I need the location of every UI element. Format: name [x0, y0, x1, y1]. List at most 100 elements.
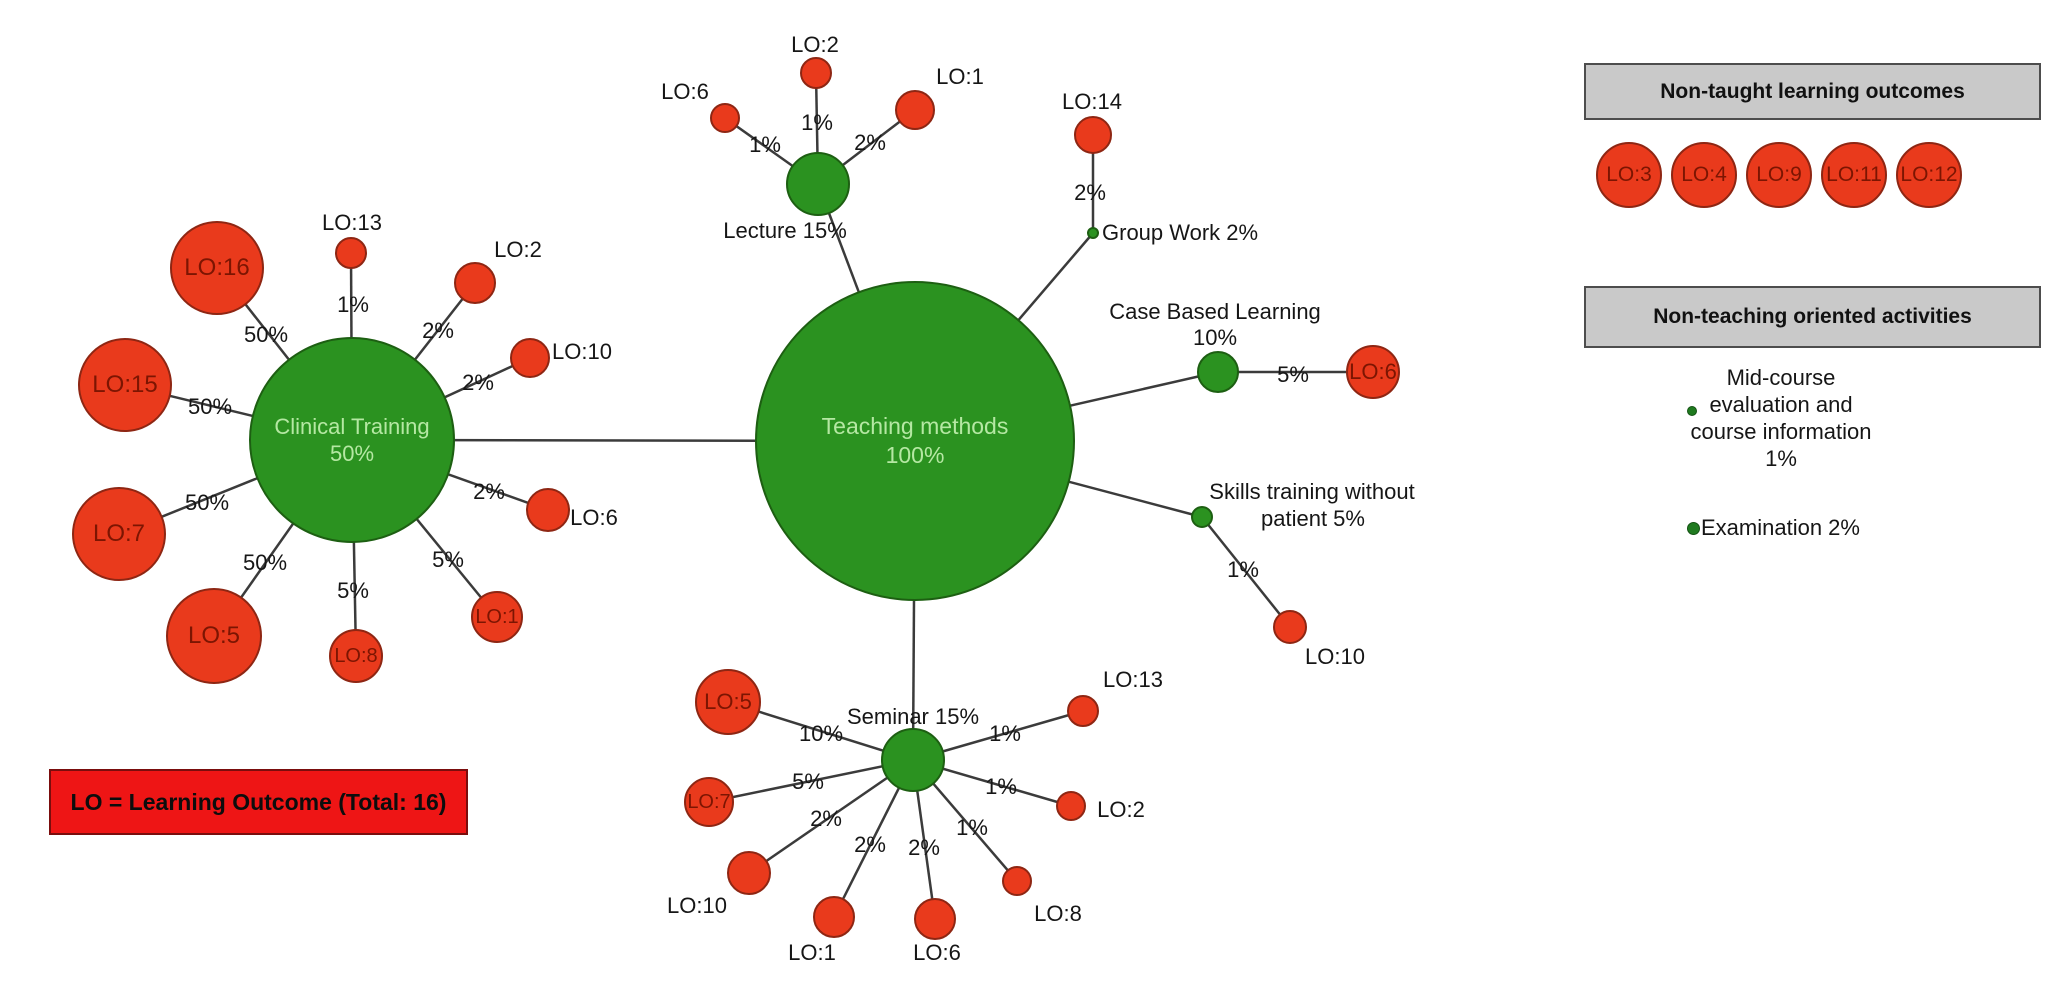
node-clinical-lo6: [526, 488, 570, 532]
text-label: 2%: [854, 130, 886, 155]
text-label: 1%: [989, 721, 1021, 746]
node-clinical-lo13: [335, 237, 367, 269]
legend-box: LO = Learning Outcome (Total: 16): [49, 769, 468, 835]
text-label: 1%: [985, 774, 1017, 799]
node-label: LO:8: [334, 644, 378, 667]
edge: [708, 758, 914, 804]
mid-course-dot: [1687, 406, 1697, 416]
examination-dot: [1687, 522, 1700, 535]
text-label: 10%: [798, 721, 844, 746]
text-label: LO:10: [667, 893, 727, 918]
text-label: LO:13: [1103, 667, 1163, 692]
text-label: LO:6: [661, 79, 709, 104]
text-label: 2%: [1074, 180, 1106, 205]
node-groupwork-lo14: [1074, 116, 1112, 154]
edge: [748, 758, 914, 875]
node-seminar-lo10: [727, 851, 771, 895]
node-label: LO:16: [184, 254, 250, 282]
node-clinical-lo1: LO:1: [471, 591, 523, 643]
text-label: Skills training without: [1209, 479, 1415, 504]
node-seminar-lo13: [1067, 695, 1099, 727]
examination-label: Examination 2%: [1701, 515, 1860, 540]
node-label: LO:11: [1826, 162, 1882, 186]
mid-course-line2: evaluation and: [1709, 392, 1853, 417]
node-clinical-lo10: [510, 338, 550, 378]
text-label: Lecture 15%: [723, 218, 847, 243]
text-label: LO:10: [552, 339, 612, 364]
node-clinical-lo2: [454, 262, 496, 304]
non-taught-header: Non-taught learning outcomes: [1584, 63, 2041, 120]
node-label: LO:9: [1756, 162, 1802, 186]
non-teaching-header: Non-teaching oriented activities: [1584, 286, 2041, 348]
text-label: LO:8: [1034, 901, 1082, 926]
text-label: LO:1: [936, 64, 984, 89]
non-teaching-title: Non-teaching oriented activities: [1653, 305, 1972, 328]
text-label: 2%: [462, 370, 494, 395]
text-label: 2%: [422, 318, 454, 343]
mid-course-line3: course information: [1690, 419, 1872, 444]
text-label: LO:6: [913, 940, 961, 965]
text-label: 1%: [749, 132, 781, 157]
node-lecture-lo6: [710, 103, 740, 133]
node-seminar-lo6: [914, 898, 956, 940]
text-label: 5%: [792, 769, 824, 794]
node-seminar-lo7: LO:7: [684, 777, 734, 827]
text-label: 1%: [1227, 557, 1259, 582]
node-teaching-methods: Teaching methods 100%: [755, 281, 1075, 601]
text-label: 2%: [908, 835, 940, 860]
text-label: LO:10: [1305, 644, 1365, 669]
edge: [1201, 516, 1291, 628]
node-label: LO:6: [1349, 359, 1397, 385]
non-taught-lo11: LO:11: [1821, 142, 1887, 208]
non-taught-lo12: LO:12: [1896, 142, 1962, 208]
node-skills-training: [1191, 506, 1213, 528]
text-label: 1%: [337, 292, 369, 317]
node-skills-lo10: [1273, 610, 1307, 644]
node-seminar-lo1: [813, 896, 855, 938]
node-label: LO:5: [187, 622, 241, 650]
node-label: Teaching methods 100%: [821, 413, 1009, 468]
text-label: 5%: [1277, 362, 1309, 387]
node-clinical-lo8: LO:8: [329, 629, 383, 683]
text-label: Group Work 2%: [1102, 220, 1259, 245]
node-label: LO:3: [1606, 162, 1652, 186]
text-label: 2%: [473, 479, 505, 504]
text-label: LO:14: [1062, 89, 1122, 114]
node-seminar-lo5: LO:5: [695, 669, 761, 735]
non-taught-lo4: LO:4: [1671, 142, 1737, 208]
node-label: LO:7: [92, 520, 146, 548]
non-taught-outcomes-row: LO:3 LO:4 LO:9 LO:11 LO:12: [1596, 142, 1962, 208]
node-label: LO:7: [687, 790, 731, 813]
text-label: LO:13: [322, 210, 382, 235]
text-label: 50%: [184, 490, 230, 515]
text-label: 50%: [243, 322, 289, 347]
text-label: LO:1: [788, 940, 836, 965]
non-taught-title: Non-taught learning outcomes: [1660, 79, 1965, 103]
legend-text: LO = Learning Outcome (Total: 16): [70, 788, 447, 815]
non-taught-lo3: LO:3: [1596, 142, 1662, 208]
node-clinical-lo15: LO:15: [78, 338, 172, 432]
text-label: LO:2: [494, 237, 542, 262]
node-lecture-lo2: [800, 57, 832, 89]
node-label: LO:15: [92, 371, 158, 399]
node-lecture-lo1: [895, 90, 935, 130]
mid-course-evaluation-label: Mid-course evaluation and course informa…: [1631, 364, 1931, 472]
text-label: 1%: [801, 110, 833, 135]
text-label: 50%: [187, 394, 233, 419]
text-label: LO:6: [570, 505, 618, 530]
text-label: patient 5%: [1261, 506, 1365, 531]
node-seminar: [881, 728, 945, 792]
mid-course-line4: 1%: [1765, 446, 1797, 471]
node-clinical-lo7: LO:7: [72, 487, 166, 581]
node-label: LO:12: [1900, 162, 1958, 186]
node-label: LO:4: [1681, 162, 1727, 186]
node-label: LO:5: [704, 689, 752, 715]
text-label: 50%: [242, 550, 288, 575]
text-label: 1%: [956, 815, 988, 840]
text-label: 10%: [1192, 325, 1238, 350]
mid-course-line1: Mid-course: [1726, 365, 1836, 390]
text-label: LO:2: [1097, 797, 1145, 822]
node-case-based-learning: [1197, 351, 1239, 393]
text-label: 5%: [432, 547, 464, 572]
